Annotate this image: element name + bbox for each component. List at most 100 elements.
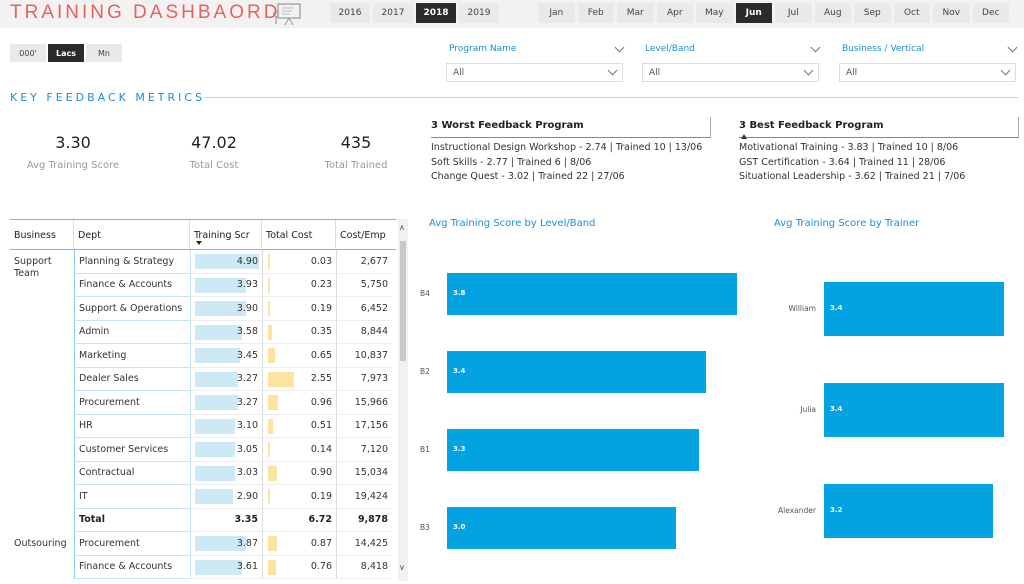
table-total-row: Total 3.35 6.72 9,878	[10, 508, 396, 532]
bar-b1[interactable]	[447, 429, 699, 471]
bar-b4[interactable]	[447, 273, 737, 315]
score-cell: 3.05	[190, 438, 262, 462]
chart-title-trainer: Avg Training Score by Trainer	[774, 218, 920, 229]
dept-cell: IT	[74, 485, 190, 509]
dept-cell: Procurement	[74, 391, 190, 415]
score-databar	[195, 371, 238, 387]
month-button-jun[interactable]: Jun	[735, 3, 772, 23]
scroll-thumb[interactable]	[400, 241, 406, 361]
year-button-2017[interactable]: 2017	[373, 3, 413, 23]
table-row[interactable]: Dealer Sales 3.27 2.55 7,973	[10, 367, 396, 391]
month-button-mar[interactable]: Mar	[617, 3, 654, 23]
bar-alexander[interactable]	[824, 484, 994, 538]
total-cost: 6.72	[262, 508, 336, 532]
worst-feedback-title: 3 Worst Feedback Program	[431, 117, 711, 138]
year-button-2016[interactable]: 2016	[330, 3, 370, 23]
dept-cell: Dealer Sales	[74, 367, 190, 391]
unit-button-mn[interactable]: Mn	[86, 44, 122, 62]
best-feedback-title: 3 Best Feedback Program	[739, 117, 1019, 138]
cost-value: 0.65	[310, 349, 332, 361]
chevron-down-icon	[1000, 65, 1011, 76]
month-button-oct[interactable]: Oct	[893, 3, 930, 23]
month-button-dec[interactable]: Dec	[972, 3, 1009, 23]
bar-julia[interactable]	[824, 383, 1004, 437]
dept-cell: Marketing	[74, 344, 190, 368]
unit-toggle: 000' Lacs Mn	[10, 44, 122, 62]
cost-value: 0.96	[310, 396, 332, 408]
bar-b3[interactable]	[447, 507, 676, 549]
kpi-label: Total Cost	[189, 160, 239, 171]
chevron-down-icon[interactable]	[614, 42, 625, 52]
dept-cell: Planning & Strategy	[74, 250, 190, 274]
bar-william[interactable]	[824, 282, 1004, 336]
table-scrollbar[interactable]: ∧ ∨	[398, 219, 408, 581]
table-row[interactable]: Finance & Accounts 3.61 0.76 8,418	[10, 555, 396, 579]
total-label: Total	[74, 508, 190, 532]
month-button-apr[interactable]: Apr	[656, 3, 693, 23]
cost-cell: 0.19	[262, 297, 336, 321]
score-cell: 3.87	[190, 532, 262, 556]
table-row[interactable]: IT 2.90 0.19 19,424	[10, 485, 396, 509]
score-databar	[195, 277, 247, 293]
table-row[interactable]: Marketing 3.45 0.65 10,837	[10, 344, 396, 368]
table-row[interactable]: Support & Operations 3.90 0.19 6,452	[10, 297, 396, 321]
cost-per-emp-cell: 6,452	[336, 297, 392, 321]
year-button-2018[interactable]: 2018	[416, 3, 456, 23]
filter-label: Program Name	[449, 44, 517, 54]
filter-dropdown[interactable]: All	[446, 63, 623, 82]
score-databar	[195, 442, 235, 457]
worst-feedback-card: 3 Worst Feedback Program Instructional D…	[431, 117, 711, 185]
cost-cell: 0.65	[262, 344, 336, 368]
unit-button-000[interactable]: 000'	[10, 44, 46, 62]
filter-value: All	[649, 67, 661, 78]
chevron-down-icon[interactable]	[1007, 42, 1018, 52]
column-header[interactable]: Total Cost	[262, 220, 336, 251]
filter-business-vertical[interactable]: Business / Vertical All	[839, 41, 1018, 82]
column-header[interactable]: Business	[10, 220, 74, 251]
year-button-2019[interactable]: 2019	[459, 3, 499, 23]
score-cell: 3.03	[190, 461, 262, 485]
table-row[interactable]: HR 3.10 0.51 17,156	[10, 414, 396, 438]
sort-up-icon	[741, 134, 747, 139]
table-row[interactable]: Customer Services 3.05 0.14 7,120	[10, 438, 396, 462]
cost-per-emp-cell: 10,837	[336, 344, 392, 368]
table-row[interactable]: Admin 3.58 0.35 8,844	[10, 320, 396, 344]
score-value: 3.45	[236, 349, 258, 361]
category-label: B3	[420, 523, 430, 532]
filter-program-name[interactable]: Program Name All	[446, 41, 625, 82]
month-button-feb[interactable]: Feb	[577, 3, 614, 23]
score-databar	[195, 254, 259, 269]
score-value: 4.90	[236, 255, 258, 267]
column-header[interactable]: Cost/Emp	[340, 230, 386, 241]
total-score: 3.35	[190, 508, 262, 532]
month-button-jul[interactable]: Jul	[775, 3, 812, 23]
score-value: 2.90	[236, 490, 258, 502]
best-feedback-card: 3 Best Feedback Program Motivational Tra…	[739, 117, 1019, 185]
table-row[interactable]: Procurement 3.27 0.96 15,966	[10, 391, 396, 415]
filter-dropdown[interactable]: All	[642, 63, 819, 82]
table-row[interactable]: Procurement 3.87 0.87 14,425	[10, 532, 396, 556]
table-row[interactable]: Finance & Accounts 3.93 0.23 5,750	[10, 273, 396, 297]
category-label: B2	[420, 367, 430, 376]
scroll-down-icon[interactable]: ∨	[399, 563, 405, 572]
table-row[interactable]: Contractual 3.03 0.90 15,034	[10, 461, 396, 485]
month-button-aug[interactable]: Aug	[814, 3, 851, 23]
scroll-up-icon[interactable]: ∧	[399, 223, 405, 232]
table-row[interactable]: Planning & Strategy 4.90 0.03 2,677	[10, 250, 396, 274]
chevron-down-icon[interactable]	[810, 42, 821, 52]
filter-level-band[interactable]: Level/Band All	[642, 41, 821, 82]
dept-cell: Procurement	[74, 532, 190, 556]
cost-cell: 0.51	[262, 414, 336, 438]
column-header-sorted[interactable]: Training Scr	[190, 220, 262, 251]
year-slicer: 2016 2017 2018 2019	[330, 3, 499, 23]
month-button-nov[interactable]: Nov	[933, 3, 970, 23]
bar-b2[interactable]	[447, 351, 707, 393]
month-button-jan[interactable]: Jan	[538, 3, 575, 23]
score-cell: 3.58	[190, 320, 262, 344]
filter-dropdown[interactable]: All	[839, 63, 1016, 82]
score-databar	[195, 489, 233, 504]
month-button-sep[interactable]: Sep	[854, 3, 891, 23]
column-header[interactable]: Dept	[74, 220, 190, 251]
month-button-may[interactable]: May	[696, 3, 733, 23]
unit-button-lacs[interactable]: Lacs	[48, 44, 84, 62]
